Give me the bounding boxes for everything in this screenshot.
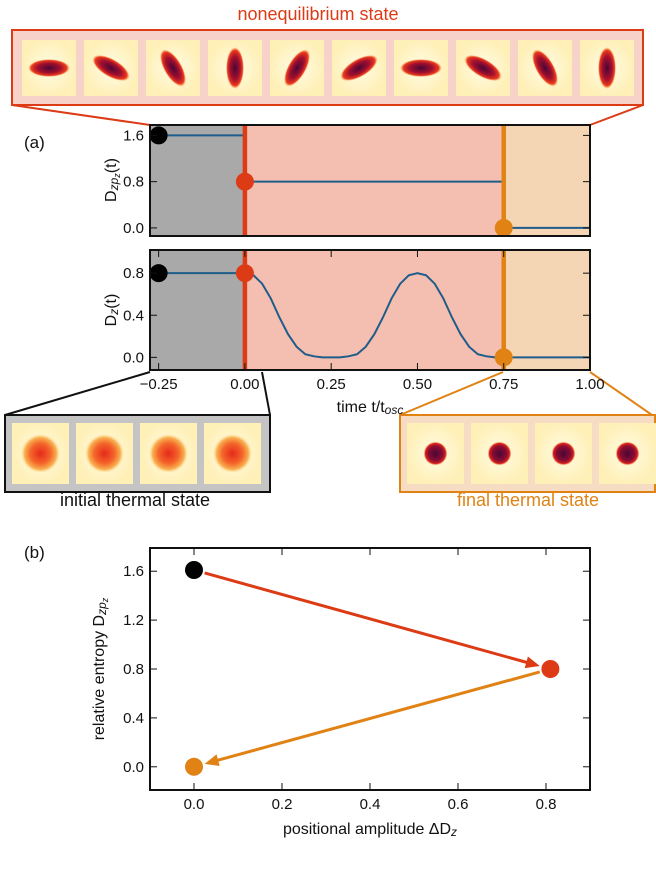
arrow — [204, 571, 531, 665]
blob — [84, 433, 125, 474]
state-label: final thermal state — [457, 490, 599, 510]
blob — [551, 441, 576, 466]
blob — [340, 54, 378, 82]
data-line — [158, 134, 590, 229]
x-tick-label: 0.75 — [489, 376, 518, 393]
blob — [423, 441, 448, 466]
blob — [487, 441, 512, 466]
point — [494, 218, 513, 237]
label-part: D — [103, 315, 120, 327]
y-axis-label: relative entropy Dzpz — [91, 597, 110, 740]
blob — [92, 54, 130, 82]
y-tick-label: 1.6 — [123, 127, 144, 144]
connector — [11, 104, 151, 126]
label-part: (t) — [103, 158, 120, 173]
state-label: initial thermal state — [60, 490, 210, 510]
blob — [598, 47, 616, 89]
blob — [400, 59, 442, 77]
point — [185, 757, 203, 776]
point — [494, 348, 513, 367]
x-axis-label: time t/tosc — [337, 399, 404, 417]
thumbnails — [4, 29, 656, 493]
blob — [159, 49, 187, 87]
connector — [261, 371, 271, 416]
frame — [149, 249, 591, 371]
state-label: nonequilibrium state — [237, 4, 398, 24]
label-part: zp — [107, 177, 121, 191]
blob — [531, 49, 559, 87]
frame — [149, 547, 591, 791]
x-tick-label: 0.00 — [230, 376, 259, 393]
region — [503, 125, 590, 236]
label-part: time t/t — [337, 399, 386, 416]
y-tick-label: 0.0 — [123, 220, 144, 237]
x-tick-label: 1.00 — [575, 376, 604, 393]
label-part: (t) — [103, 294, 120, 309]
label-part: z — [450, 825, 457, 839]
label-part: positional amplitude ΔD — [283, 821, 451, 838]
region — [503, 250, 590, 370]
region — [244, 250, 504, 370]
blob — [226, 47, 244, 89]
blob — [615, 441, 640, 466]
connector — [589, 104, 644, 126]
data-line — [158, 272, 590, 359]
arrow-head — [204, 754, 220, 766]
label-part: z — [100, 597, 110, 603]
point — [235, 264, 254, 283]
y-tick-label: 0.0 — [123, 349, 144, 366]
blob — [148, 433, 189, 474]
y-tick-label: 0.0 — [123, 759, 144, 776]
x-tick-label: 0.25 — [317, 376, 346, 393]
region — [150, 125, 245, 236]
x-tick-label: 0.2 — [272, 796, 293, 813]
label-part: z — [112, 173, 122, 179]
point — [149, 264, 168, 283]
y-axis-label: Dz(t) — [103, 294, 121, 327]
point — [541, 660, 560, 678]
x-tick-label: 0.0 — [184, 796, 205, 813]
panel-label: (b) — [24, 543, 45, 562]
blob — [464, 54, 502, 82]
y-tick-label: 0.8 — [123, 661, 144, 678]
point — [185, 561, 203, 579]
label-part: D — [103, 190, 120, 202]
x-tick-label: 0.6 — [448, 796, 469, 813]
connector — [399, 371, 504, 416]
x-tick-label: −0.25 — [140, 376, 178, 393]
y-axis-label: Dzpz(t) — [103, 158, 122, 202]
y-tick-label: 0.8 — [123, 174, 144, 191]
y-tick-label: 1.6 — [123, 563, 144, 580]
blob — [283, 49, 311, 87]
label-part: z — [107, 309, 121, 316]
y-tick-label: 0.8 — [123, 265, 144, 282]
y-tick-label: 0.4 — [123, 307, 144, 324]
x-tick-label: 0.4 — [360, 796, 381, 813]
point — [149, 126, 168, 145]
region — [244, 125, 504, 236]
x-tick-label: 0.8 — [536, 796, 557, 813]
x-axis-label: positional amplitude ΔDz — [283, 821, 457, 839]
y-tick-label: 1.2 — [123, 612, 144, 629]
arrow-head — [524, 656, 540, 669]
connector — [589, 371, 653, 416]
blob — [28, 59, 70, 77]
panel-label: (a) — [24, 133, 45, 152]
connector — [4, 371, 151, 416]
label-part: zp — [95, 602, 109, 616]
x-tick-label: 0.50 — [403, 376, 432, 393]
label-part: osc — [385, 403, 404, 417]
arrow — [213, 670, 541, 763]
blob — [20, 433, 61, 474]
frame — [149, 124, 591, 237]
blob — [212, 433, 253, 474]
label-part: relative entropy D — [91, 615, 108, 740]
point — [235, 172, 254, 191]
y-tick-label: 0.4 — [123, 710, 144, 727]
